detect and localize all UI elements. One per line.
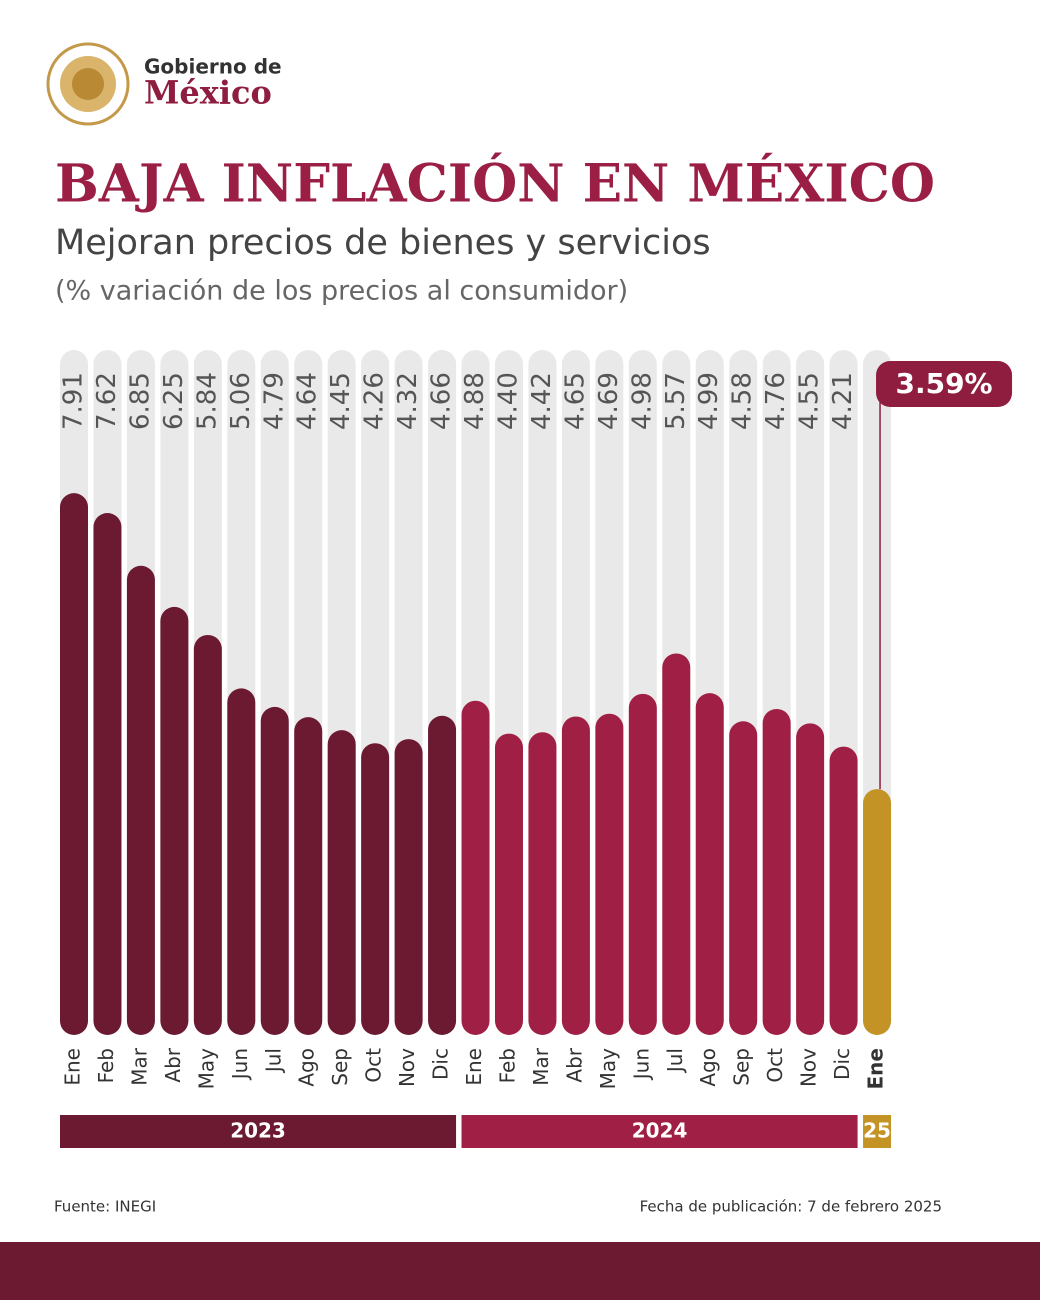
x-tick-label: Nov <box>797 1048 821 1087</box>
footer-band <box>0 1242 1040 1300</box>
x-tick-label: Feb <box>94 1048 118 1083</box>
bar <box>628 693 657 1035</box>
chart-title: BAJA INFLACIÓN EN MÉXICO <box>55 153 935 215</box>
x-tick-label: Oct <box>763 1048 787 1083</box>
value-pill <box>876 361 1013 407</box>
value-label: 4.64 <box>293 372 323 430</box>
emblem-ring <box>46 42 130 126</box>
value-label: 4.55 <box>795 372 825 430</box>
bar <box>294 717 323 1035</box>
x-tick-label: May <box>194 1048 218 1090</box>
chart-note: (% variación de los precios al consumido… <box>55 276 628 307</box>
x-tick-label: Dic <box>429 1048 453 1080</box>
x-tick-label: Jul <box>663 1048 687 1074</box>
publication-date: Fecha de publicación: 7 de febrero 2025 <box>640 1198 942 1216</box>
logo-line2: México <box>144 74 272 112</box>
x-tick-label: Feb <box>495 1048 519 1083</box>
emblem <box>46 42 130 126</box>
bar <box>561 716 590 1035</box>
value-label: 7.62 <box>92 372 122 430</box>
bar <box>394 739 423 1035</box>
x-tick-label: Ago <box>696 1048 720 1087</box>
bar <box>494 733 523 1035</box>
value-label: 4.21 <box>828 372 858 430</box>
value-label: 4.58 <box>728 372 758 430</box>
bar <box>93 513 122 1035</box>
emblem-center <box>72 68 104 100</box>
bar <box>695 693 724 1035</box>
value-label: 4.66 <box>427 372 457 430</box>
value-label: 4.65 <box>560 372 590 430</box>
x-tick-label: Nov <box>395 1048 419 1087</box>
value-label: 4.32 <box>393 372 423 430</box>
year-band <box>461 1115 858 1148</box>
x-tick-label: May <box>596 1048 620 1090</box>
bar <box>160 606 189 1035</box>
chart-subtitle: Mejoran precios de bienes y servicios <box>55 223 711 263</box>
year-label: 2024 <box>632 1119 688 1143</box>
year-band <box>863 1115 892 1148</box>
x-tick-label: Ene <box>864 1048 888 1089</box>
x-tick-label: Oct <box>362 1048 386 1083</box>
bar <box>662 653 691 1035</box>
bar <box>762 708 791 1035</box>
x-tick-label: Jun <box>629 1048 653 1081</box>
value-label: 6.85 <box>125 372 155 430</box>
value-label: 4.88 <box>460 372 490 430</box>
value-label: 4.79 <box>259 372 289 430</box>
x-tick-label: Sep <box>730 1048 754 1086</box>
value-label: 5.06 <box>226 372 256 430</box>
bar <box>796 723 825 1035</box>
value-label: 4.42 <box>527 372 557 430</box>
x-tick-label: Jun <box>228 1048 252 1081</box>
x-tick-label: Mar <box>529 1047 553 1086</box>
value-label: 4.76 <box>761 372 791 430</box>
bar <box>327 730 356 1035</box>
value-label: 4.45 <box>326 372 356 430</box>
x-tick-label: Abr <box>161 1047 185 1082</box>
value-label: 4.98 <box>627 372 657 430</box>
x-tick-label: Dic <box>830 1048 854 1080</box>
x-tick-label: Jul <box>261 1048 285 1074</box>
bar <box>60 493 88 1035</box>
value-label: 5.84 <box>192 372 222 430</box>
bar <box>260 706 289 1035</box>
bar <box>193 634 222 1035</box>
bar <box>126 565 155 1035</box>
bar <box>829 746 858 1035</box>
value-label: 3.59% <box>895 367 992 400</box>
value-label: 4.40 <box>493 372 523 430</box>
x-tick-label: Ene <box>462 1048 486 1086</box>
bar <box>428 715 457 1035</box>
x-tick-label: Abr <box>562 1047 586 1082</box>
bar <box>361 743 390 1035</box>
year-band <box>60 1115 457 1148</box>
logo-line1: Gobierno de <box>144 55 282 79</box>
x-tick-label: Mar <box>127 1047 151 1086</box>
value-label: 4.99 <box>694 372 724 430</box>
bar <box>863 789 892 1035</box>
bar <box>729 721 758 1035</box>
x-tick-label: Ene <box>61 1048 85 1086</box>
bar <box>227 688 256 1035</box>
value-label: 4.26 <box>360 372 390 430</box>
value-label: 6.25 <box>159 372 189 430</box>
source: Fuente: INEGI <box>54 1198 156 1216</box>
bar <box>461 700 490 1035</box>
x-tick-label: Ago <box>295 1048 319 1087</box>
value-label: 4.69 <box>594 372 624 430</box>
year-label: 2023 <box>230 1119 286 1143</box>
value-label: 7.91 <box>59 372 89 430</box>
bar <box>595 713 624 1035</box>
value-label: 5.57 <box>661 372 691 430</box>
year-label: 25 <box>863 1119 891 1143</box>
x-tick-label: Sep <box>328 1048 352 1086</box>
bar <box>528 732 557 1035</box>
